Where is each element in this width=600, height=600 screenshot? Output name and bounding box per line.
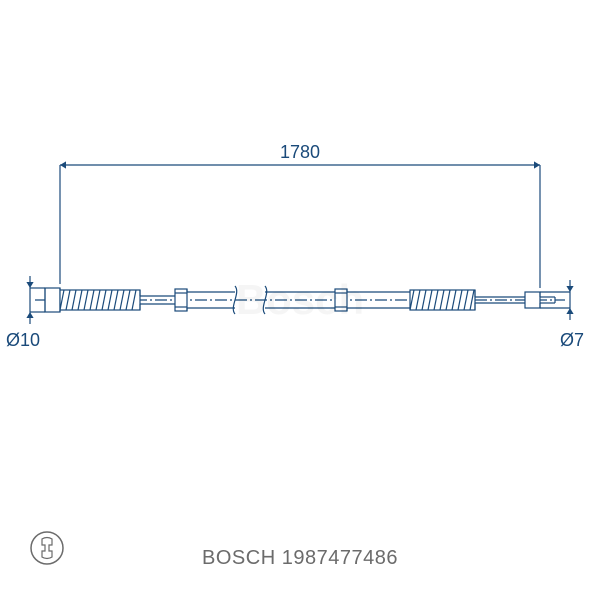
left-diameter-label: Ø10 [6,330,40,351]
technical-drawing-svg [0,0,600,600]
brand-text: BOSCH [202,547,276,569]
diagram-canvas [0,0,600,600]
length-dimension-label: 1780 [280,142,320,163]
product-caption: BOSCH 1987477486 [0,547,600,570]
right-diameter-label: Ø7 [560,330,584,351]
part-number-text: 1987477486 [282,547,398,569]
